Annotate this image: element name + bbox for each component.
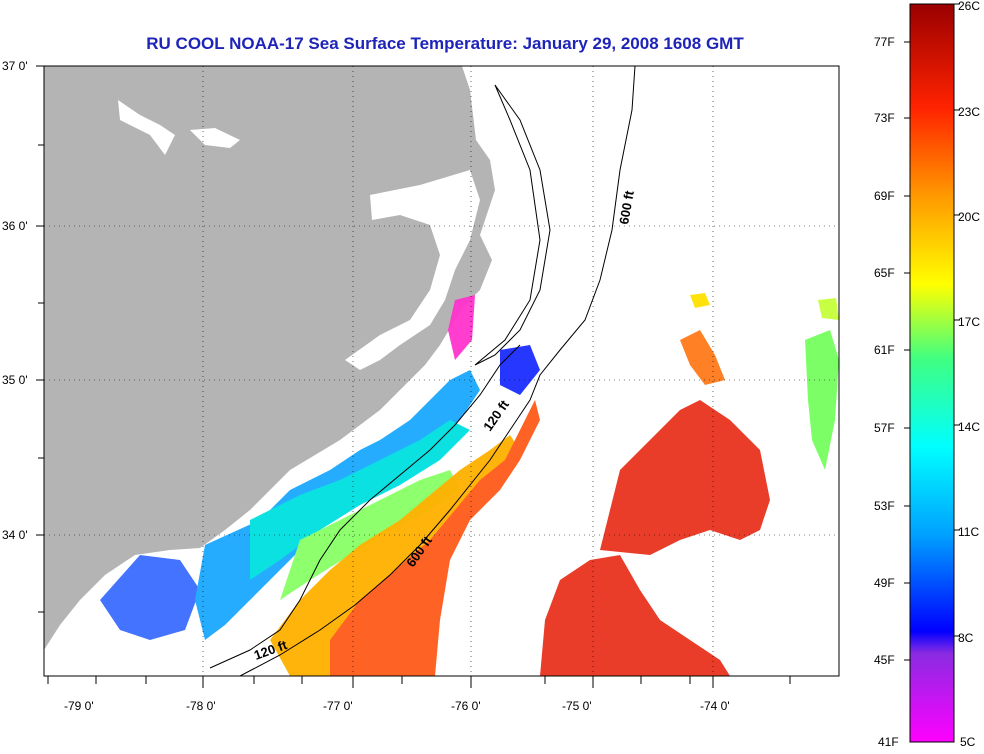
cb-c-17: 17C <box>958 315 980 329</box>
cb-c-5: 5C <box>960 735 976 749</box>
cb-f-77: 77F <box>874 35 895 49</box>
contour-120ft <box>209 344 521 669</box>
lat-label-36: 36 0' <box>2 219 28 233</box>
contour-label-600-north: 600 ft <box>616 189 637 226</box>
cb-f-53: 53F <box>874 499 895 513</box>
cb-c-23: 23C <box>958 105 980 119</box>
sst-warm-gulfstream <box>270 293 770 676</box>
map-border <box>43 65 840 677</box>
lat-label-35: 35 0' <box>2 373 28 387</box>
lat-label-34: 34 0' <box>2 528 28 542</box>
cb-f-65: 65F <box>874 266 895 280</box>
river-2 <box>190 128 240 148</box>
cb-c-14: 14C <box>958 420 980 434</box>
cb-c-11: 11C <box>958 525 979 539</box>
sst-offshore-east <box>805 298 839 470</box>
barrier-island <box>474 84 551 366</box>
lon-label-77: -77 0' <box>323 699 353 713</box>
cb-f-73: 73F <box>874 111 895 125</box>
map-title: RU COOL NOAA-17 Sea Surface Temperature:… <box>146 34 744 53</box>
cb-c-20: 20C <box>958 210 980 224</box>
lon-label-75: -75 0' <box>562 699 592 713</box>
map-area <box>44 66 839 676</box>
cb-c-26: 26C <box>958 0 980 13</box>
cb-f-41: 41F <box>878 735 899 749</box>
river-1 <box>118 100 175 155</box>
lon-label-78: -78 0' <box>186 699 216 713</box>
lat-label-37: 37 0' <box>2 59 28 73</box>
sound-water <box>345 170 480 370</box>
latitude-axis <box>36 65 44 613</box>
colorbar: 77F 73F 69F 65F 61F 57F 53F 49F 45F 41F … <box>874 0 980 749</box>
lon-label-76: -76 0' <box>451 699 481 713</box>
cb-f-57: 57F <box>874 421 895 435</box>
cb-f-49: 49F <box>874 576 895 590</box>
lon-label-74: -74 0' <box>700 699 730 713</box>
gridlines <box>44 66 839 676</box>
cb-f-61: 61F <box>874 343 895 357</box>
cb-f-45: 45F <box>874 653 895 667</box>
longitude-axis <box>47 676 791 688</box>
contour-600ft <box>239 66 636 676</box>
cb-c-8: 8C <box>958 631 974 645</box>
colorbar-gradient <box>909 3 955 743</box>
lon-label-79: -79 0' <box>64 699 94 713</box>
cb-f-69: 69F <box>874 189 895 203</box>
